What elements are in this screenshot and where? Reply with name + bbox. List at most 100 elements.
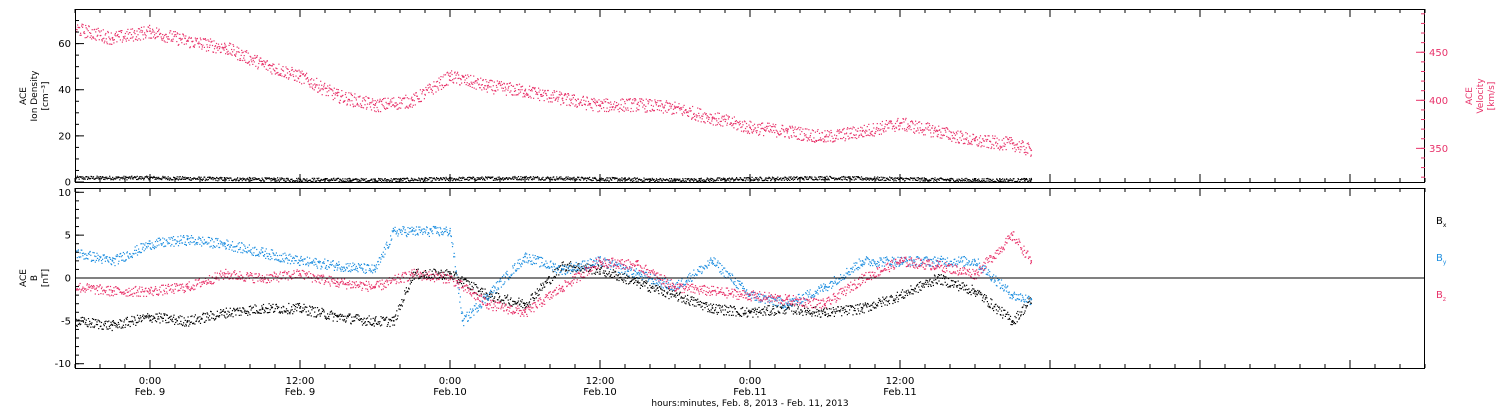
data-point (1000, 148, 1001, 149)
data-point (93, 38, 94, 39)
data-point (556, 98, 557, 99)
data-point (553, 94, 554, 95)
data-point (770, 178, 771, 179)
data-point (583, 100, 584, 101)
data-point (617, 279, 618, 280)
data-point (103, 29, 104, 30)
data-point (367, 317, 368, 318)
data-point (1007, 179, 1008, 180)
data-point (535, 293, 536, 294)
data-point (1019, 152, 1020, 153)
data-point (221, 314, 222, 315)
data-point (598, 105, 599, 106)
data-point (407, 97, 408, 98)
data-point (223, 47, 224, 48)
data-point (614, 178, 615, 179)
data-point (162, 318, 163, 319)
data-point (659, 287, 660, 288)
data-point (454, 274, 455, 275)
data-point (128, 178, 129, 179)
data-point (896, 180, 897, 181)
data-point (543, 95, 544, 96)
data-point (739, 314, 740, 315)
data-point (242, 312, 243, 313)
data-point (352, 180, 353, 181)
data-point (1019, 181, 1020, 182)
data-point (291, 306, 292, 307)
data-point (677, 295, 678, 296)
data-point (650, 111, 651, 112)
data-point (334, 313, 335, 314)
data-point (864, 125, 865, 126)
data-point (253, 58, 254, 59)
data-point (717, 305, 718, 306)
data-point (757, 124, 758, 125)
data-point (305, 75, 306, 76)
data-point (695, 120, 696, 121)
data-point (81, 35, 82, 36)
data-point (352, 95, 353, 96)
data-point (295, 76, 296, 77)
data-point (888, 123, 889, 124)
data-point (630, 98, 631, 99)
data-point (262, 309, 263, 310)
data-point (733, 180, 734, 181)
data-point (440, 272, 441, 273)
data-point (477, 287, 478, 288)
data-point (229, 312, 230, 313)
data-point (378, 110, 379, 111)
data-point (326, 95, 327, 96)
data-point (114, 325, 115, 326)
data-point (672, 104, 673, 105)
data-point (854, 127, 855, 128)
data-point (288, 79, 289, 80)
data-point (489, 86, 490, 87)
data-point (849, 128, 850, 129)
data-point (209, 47, 210, 48)
data-point (921, 179, 922, 180)
data-point (518, 93, 519, 94)
data-point (440, 79, 441, 80)
data-point (769, 305, 770, 306)
data-point (726, 180, 727, 181)
data-point (227, 311, 228, 312)
data-point (259, 61, 260, 62)
data-point (694, 113, 695, 114)
data-point (231, 313, 232, 314)
data-point (879, 130, 880, 131)
data-point (515, 301, 516, 302)
data-point (246, 50, 247, 51)
data-point (412, 280, 413, 281)
data-point (642, 107, 643, 108)
data-point (623, 282, 624, 283)
data-point (146, 35, 147, 36)
data-point (145, 317, 146, 318)
data-point (109, 44, 110, 45)
data-point (393, 317, 394, 318)
data-point (143, 179, 144, 180)
data-point (108, 36, 109, 37)
data-point (204, 177, 205, 178)
data-point (670, 181, 671, 182)
data-point (628, 283, 629, 284)
data-point (617, 105, 618, 106)
data-point (881, 125, 882, 126)
data-point (780, 131, 781, 132)
data-point (960, 131, 961, 132)
data-point (621, 180, 622, 181)
data-point (405, 108, 406, 109)
data-point (94, 327, 95, 328)
data-point (241, 50, 242, 51)
data-point (185, 324, 186, 325)
data-point (876, 129, 877, 130)
data-point (422, 178, 423, 179)
data-point (535, 292, 536, 293)
data-point (656, 285, 657, 286)
data-point (660, 100, 661, 101)
data-point (138, 317, 139, 318)
data-point (769, 131, 770, 132)
data-point (852, 128, 853, 129)
data-point (492, 296, 493, 297)
data-point (433, 93, 434, 94)
data-point (302, 310, 303, 311)
